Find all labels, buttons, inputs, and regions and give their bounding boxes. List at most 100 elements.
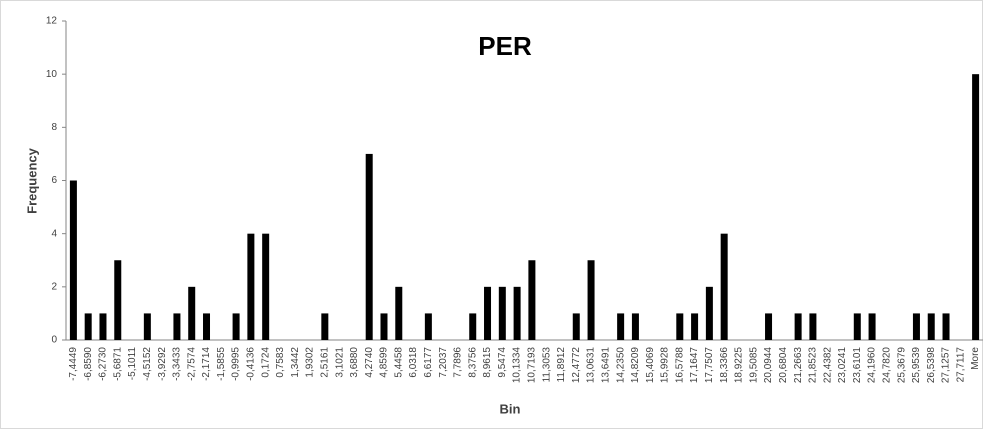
bar: [188, 286, 196, 340]
bar: [380, 313, 388, 340]
x-tick-label: 3,6880: [349, 347, 360, 378]
bar: [498, 286, 506, 340]
x-tick-label: 17,1647: [689, 347, 700, 384]
bar: [262, 233, 270, 340]
bar: [691, 313, 699, 340]
x-tick-label: 24,7820: [882, 347, 893, 384]
x-tick-label: 24,1960: [867, 347, 878, 384]
bar: [572, 313, 580, 340]
x-tick-label: 13,6491: [600, 347, 611, 384]
x-tick-label: -3,9292: [157, 347, 168, 381]
bar: [247, 233, 255, 340]
x-tick-label: 21,8523: [808, 347, 819, 384]
y-tick-label: 8: [51, 122, 57, 133]
bar: [676, 313, 684, 340]
bar: [528, 260, 536, 340]
x-tick-label: -1,5855: [216, 347, 227, 381]
bar: [84, 313, 92, 340]
chart-title: PER: [478, 31, 532, 61]
y-tick-label: 12: [46, 16, 58, 27]
bar: [972, 74, 980, 341]
bar: [927, 313, 935, 340]
bar: [853, 313, 861, 340]
x-tick-label: -7,4449: [68, 347, 79, 381]
y-tick-label: 0: [51, 335, 57, 346]
x-tick-label: 27,1257: [941, 347, 952, 384]
bar: [587, 260, 595, 340]
x-tick-label: 11,8912: [556, 347, 567, 383]
x-tick-label: 0,7583: [275, 347, 286, 378]
x-axis-title: Bin: [500, 401, 521, 416]
x-tick-label: -4,5152: [142, 347, 153, 381]
x-tick-label: 15,4069: [645, 347, 656, 384]
bar: [173, 313, 181, 340]
x-tick-label: 26,5398: [926, 347, 937, 384]
x-tick-label: 13,0631: [586, 347, 597, 384]
bar: [484, 286, 492, 340]
x-tick-label: -6,2730: [98, 347, 109, 381]
x-tick-label: 7,2037: [438, 347, 449, 378]
x-tick-label: 25,9539: [911, 347, 922, 384]
bar: [720, 233, 728, 340]
bar: [513, 286, 521, 340]
x-tick-label: 5,4458: [393, 347, 404, 378]
x-tick-label: More: [970, 347, 981, 370]
x-tick-label: 8,3756: [467, 347, 478, 378]
x-tick-label: -0,4136: [246, 347, 257, 381]
bar: [868, 313, 876, 340]
x-tick-label: 4,8599: [379, 347, 390, 378]
x-tick-label: 14,2350: [615, 347, 626, 384]
x-tick-label: 1,3442: [290, 347, 301, 378]
bar: [705, 286, 713, 340]
x-tick-label: 18,9225: [734, 347, 745, 384]
bar: [232, 313, 240, 340]
x-tick-label: 8,9615: [482, 347, 493, 378]
bar: [809, 313, 817, 340]
x-tick-label: -2,7574: [186, 347, 197, 381]
x-tick-label: 23,6101: [852, 347, 863, 384]
x-tick-label: 23,0241: [837, 347, 848, 384]
bar: [365, 153, 373, 340]
x-tick-label: 6,0318: [408, 347, 419, 378]
bar: [942, 313, 950, 340]
x-tick-label: -2,1714: [201, 347, 212, 381]
y-tick-label: 4: [51, 228, 57, 239]
bar: [617, 313, 625, 340]
bar: [203, 313, 211, 340]
bar: [99, 313, 107, 340]
bar: [794, 313, 802, 340]
bar: [69, 180, 77, 340]
x-tick-label: 20,0944: [763, 347, 774, 384]
bar: [395, 286, 403, 340]
bar: [912, 313, 920, 340]
x-tick-label: 27,7117: [955, 347, 966, 383]
x-tick-label: -3,3433: [172, 347, 183, 381]
x-tick-label: 11,3053: [541, 347, 552, 383]
x-tick-label: 18,3366: [719, 347, 730, 384]
y-tick-label: 10: [46, 69, 58, 80]
y-tick-label: 6: [51, 175, 57, 186]
x-tick-label: 20,6804: [778, 347, 789, 384]
x-tick-label: 16,5788: [674, 347, 685, 384]
x-tick-label: 15,9928: [660, 347, 671, 384]
y-axis-title: Frequency: [24, 147, 39, 214]
x-tick-label: 12,4772: [571, 347, 582, 384]
x-tick-label: 10,1334: [512, 347, 523, 384]
x-tick-label: 1,9302: [305, 347, 316, 378]
x-tick-label: 0,1724: [260, 347, 271, 378]
x-tick-label: -0,9995: [231, 347, 242, 381]
x-tick-label: 3,1021: [334, 347, 345, 378]
x-tick-label: 21,2663: [793, 347, 804, 384]
bar: [321, 313, 329, 340]
y-tick-label: 2: [51, 281, 57, 292]
x-tick-label: 2,5161: [319, 347, 330, 378]
x-tick-label: 14,8209: [630, 347, 641, 384]
bar: [765, 313, 773, 340]
x-tick-label: 22,4382: [822, 347, 833, 384]
x-tick-label: 4,2740: [364, 347, 375, 378]
x-tick-label: 17,7507: [704, 347, 715, 384]
x-tick-label: -5,6871: [112, 347, 123, 381]
x-tick-label: 25,3679: [896, 347, 907, 384]
x-tick-label: 9,5474: [497, 347, 508, 378]
